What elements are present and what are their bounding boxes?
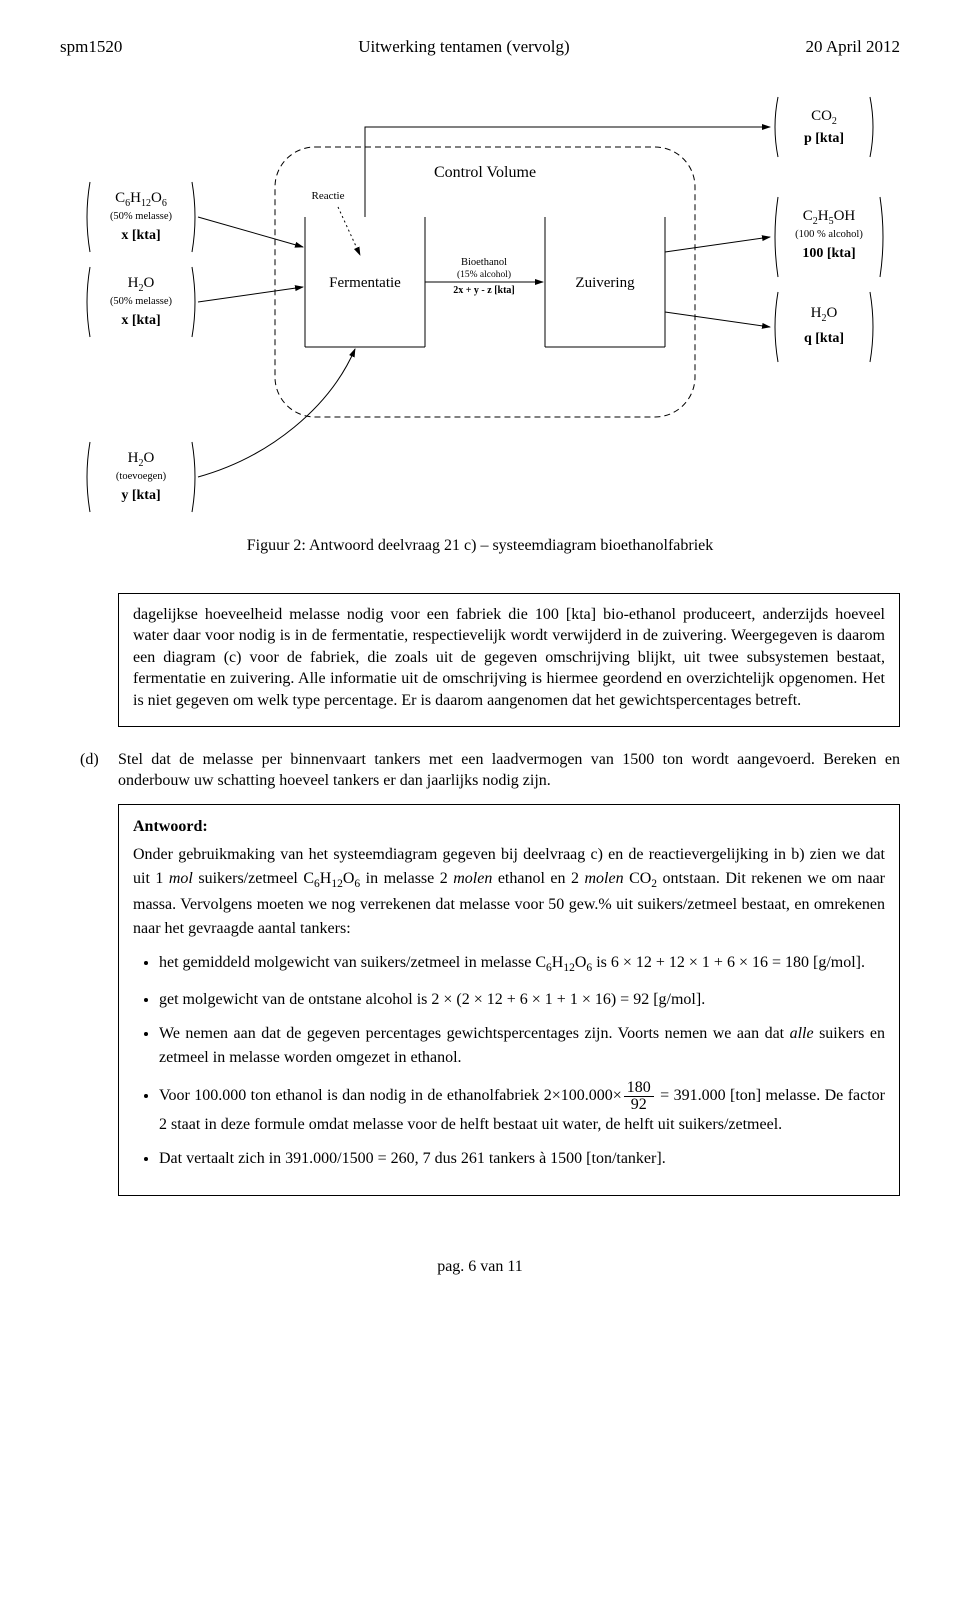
system-diagram: Control Volume C6H12O6 (50% melasse) x [… [70, 87, 890, 517]
svg-text:100 [kta]: 100 [kta] [802, 246, 855, 261]
page-header: spm1520 Uitwerking tentamen (vervolg) 20… [60, 36, 900, 59]
diagram-svg: Control Volume C6H12O6 (50% melasse) x [… [70, 87, 890, 517]
answer-intro: Onder gebruikmaking van het systeemdiagr… [133, 843, 885, 941]
svg-text:H2O: H2O [128, 275, 155, 294]
arrow-in2 [198, 287, 303, 302]
svg-text:(50% melasse): (50% melasse) [110, 296, 173, 307]
output-co2: CO2 p [kta] [775, 97, 873, 157]
svg-text:C2H5OH: C2H5OH [803, 208, 856, 227]
question-d-label: (d) [80, 749, 118, 1196]
inter-rate: 2x + y - z [kta] [453, 285, 515, 296]
answer-bullet: Dat vertaalt zich in 391.000/1500 = 260,… [159, 1147, 885, 1171]
arrow-in1 [198, 217, 303, 247]
svg-text:q [kta]: q [kta] [804, 331, 844, 346]
answer-bullet: Voor 100.000 ton ethanol is dan nodig in… [159, 1080, 885, 1137]
output-c2h5oh: C2H5OH (100 % alcohol) 100 [kta] [775, 197, 883, 277]
svg-text:x [kta]: x [kta] [121, 313, 160, 328]
arrow-out2 [665, 312, 770, 327]
svg-text:C6H12O6: C6H12O6 [115, 190, 167, 209]
svg-text:Zuivering: Zuivering [575, 275, 635, 291]
figure-caption: Figuur 2: Antwoord deelvraag 21 c) – sys… [60, 535, 900, 557]
input-c6h12o6: C6H12O6 (50% melasse) x [kta] [87, 182, 195, 252]
question-d: (d) Stel dat de melasse per binnenvaart … [80, 749, 900, 1196]
arrow-co2 [365, 127, 770, 217]
arrow-toevoegen [198, 349, 355, 477]
header-left: spm1520 [60, 36, 122, 59]
svg-text:CO2: CO2 [811, 108, 837, 127]
input-h2o-toevoegen: H2O (toevoegen) y [kta] [87, 442, 195, 512]
svg-text:p [kta]: p [kta] [804, 131, 844, 146]
inter-label: Bioethanol [461, 257, 507, 268]
svg-text:(100 % alcohol): (100 % alcohol) [795, 229, 863, 240]
page-footer: pag. 6 van 11 [60, 1256, 900, 1278]
svg-text:Fermentatie: Fermentatie [329, 275, 401, 291]
answer-bullet: het gemiddeld molgewicht van suikers/zet… [159, 951, 885, 977]
answer-bullet: We nemen aan dat de gegeven percentages … [159, 1022, 885, 1070]
answer-title: Antwoord: [133, 815, 885, 839]
svg-text:x [kta]: x [kta] [121, 228, 160, 243]
svg-text:(toevoegen): (toevoegen) [116, 471, 167, 482]
header-right: 20 April 2012 [806, 36, 900, 59]
svg-text:y [kta]: y [kta] [121, 488, 160, 503]
answer-box-text: dagelijkse hoeveelheid melasse nodig voo… [133, 606, 885, 709]
answer-bullets: het gemiddeld molgewicht van suikers/zet… [133, 951, 885, 1170]
answer-bullet: get molgewicht van de ontstane alcohol i… [159, 988, 885, 1012]
svg-text:H2O: H2O [811, 305, 838, 324]
answer-box-continuation: dagelijkse hoeveelheid melasse nodig voo… [118, 593, 900, 727]
reactie-arrow [338, 207, 360, 255]
output-h2o: H2O q [kta] [775, 292, 873, 362]
reactie-label: Reactie [312, 190, 345, 202]
svg-text:(50% melasse): (50% melasse) [110, 211, 173, 222]
arrow-out1 [665, 237, 770, 252]
inter-sub: (15% alcohol) [457, 269, 511, 280]
input-h2o: H2O (50% melasse) x [kta] [87, 267, 195, 337]
zuivering-block: Zuivering [545, 217, 665, 347]
answer-d-box: Antwoord: Onder gebruikmaking van het sy… [118, 804, 900, 1196]
fermentatie-block: Fermentatie [305, 217, 425, 347]
svg-text:H2O: H2O [128, 450, 155, 469]
control-volume-label: Control Volume [434, 164, 536, 181]
header-center: Uitwerking tentamen (vervolg) [358, 36, 570, 59]
question-d-text: Stel dat de melasse per binnenvaart tank… [118, 749, 900, 792]
